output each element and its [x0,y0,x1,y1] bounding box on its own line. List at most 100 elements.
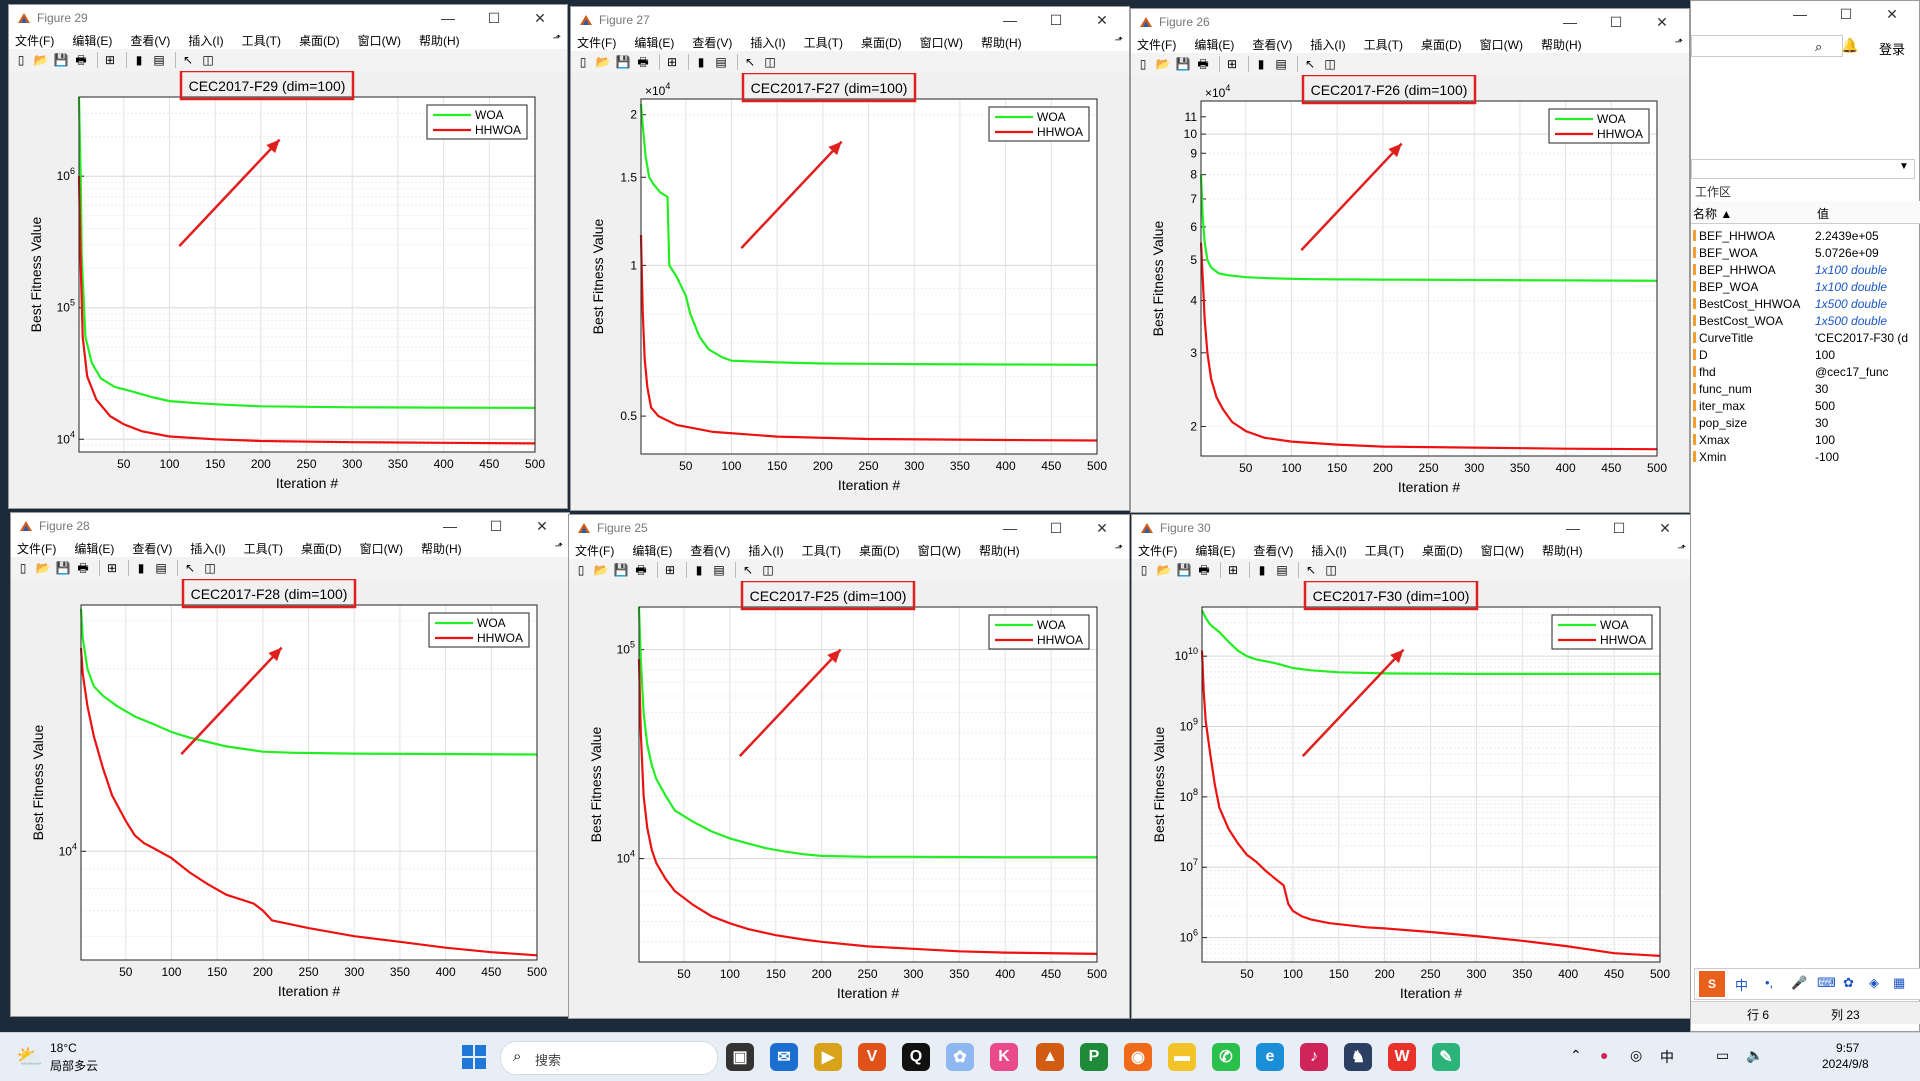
pointer-icon[interactable]: ↖ [744,55,756,69]
minimize-button[interactable]: — [1563,14,1577,30]
close-button[interactable]: ✕ [1096,519,1108,536]
workspace-variable-row[interactable]: CurveTitle 'CEC2017-F30 (d [1691,329,1919,346]
pointer-icon[interactable]: ↖ [742,563,754,577]
workspace-variable-row[interactable]: D 100 [1691,346,1919,363]
link-plot-icon[interactable]: ⊞ [104,53,116,67]
open-file-icon[interactable]: 📂 [35,561,51,575]
menu-item[interactable]: 插入(I) [1311,543,1347,558]
menu-item[interactable]: 编辑(E) [632,543,673,558]
login-link[interactable]: 登录 [1879,42,1906,57]
pycharm-app-icon[interactable]: P [1080,1043,1108,1071]
firefox-app-icon[interactable]: ◉ [1124,1043,1152,1071]
cat-app-icon[interactable]: ♞ [1344,1043,1372,1071]
save-icon[interactable]: 💾 [615,55,631,69]
menu-item[interactable]: 窗口(W) [1480,543,1524,558]
colorbar-icon[interactable]: ▮ [1257,57,1265,71]
open-file-icon[interactable]: 📂 [1155,57,1171,71]
menu-item[interactable]: 编辑(E) [74,541,115,556]
wps-app-icon[interactable]: W [1388,1043,1416,1071]
qq-app-icon[interactable]: Q [902,1043,930,1071]
keyboard-icon[interactable]: ⌨ [1817,975,1836,990]
colorbar-icon[interactable]: ▮ [697,55,705,69]
workspace-variable-row[interactable]: BEP_HHWOA 1x100 double [1691,261,1919,278]
link-plot-icon[interactable]: ⊞ [1226,57,1238,71]
menu-item[interactable]: 帮助(H) [978,543,1020,558]
minimize-button[interactable]: — [1003,12,1017,28]
open-file-icon[interactable]: 📂 [1156,563,1172,577]
new-figure-icon[interactable]: ▯ [19,561,27,575]
minimize-button[interactable]: — [441,10,455,26]
maximize-button[interactable]: ☐ [1609,13,1623,30]
menu-item[interactable]: 编辑(E) [72,33,113,48]
column-header-name[interactable]: 名称 ▲ [1693,207,1733,221]
menu-item[interactable]: 帮助(H) [980,35,1022,50]
menu-item[interactable]: 文件(F) [1138,543,1178,558]
menu-item[interactable]: 桌面(D) [860,35,902,50]
menu-item[interactable]: 工具(T) [241,33,281,48]
k-app-icon[interactable]: K [990,1043,1018,1071]
dock-arrow-icon[interactable]: ⬏ [1674,37,1683,48]
pointer-icon[interactable]: ↖ [1305,563,1317,577]
minimize-button[interactable]: — [1793,6,1807,22]
menu-item[interactable]: 编辑(E) [1194,37,1235,52]
menu-item[interactable]: 工具(T) [801,543,841,558]
workspace-variable-row[interactable]: func_num 30 [1691,380,1919,397]
close-button[interactable]: ✕ [1886,5,1898,22]
menu-item[interactable]: 桌面(D) [298,33,340,48]
menu-item[interactable]: 插入(I) [748,543,784,558]
menu-item[interactable]: 工具(T) [803,35,843,50]
maximize-button[interactable]: ☐ [1049,519,1063,536]
menu-item[interactable]: 帮助(H) [1541,543,1583,558]
print-icon[interactable]: 🖶 [1198,563,1210,577]
menu-item[interactable]: 窗口(W) [919,35,963,50]
print-icon[interactable]: 🖶 [637,55,649,69]
open-file-icon[interactable]: 📂 [593,563,609,577]
save-icon[interactable]: 💾 [613,563,629,577]
pointer-icon[interactable]: ↖ [1304,57,1316,71]
pointer-icon[interactable]: ↖ [184,561,196,575]
maximize-button[interactable]: ☐ [1049,11,1063,28]
microphone-icon[interactable]: 🎤 [1791,975,1808,990]
weather-temp[interactable]: 18°C [50,1041,77,1055]
colorbar-icon[interactable]: ▮ [135,53,143,67]
tray-ime-icon[interactable]: 中 [1660,1049,1674,1065]
close-button[interactable]: ✕ [1659,519,1671,536]
property-editor-icon[interactable]: ◫ [204,561,216,575]
save-icon[interactable]: 💾 [1175,57,1191,71]
dock-arrow-icon[interactable]: ⬏ [1677,543,1686,554]
pinwheel-app-icon[interactable]: ✿ [946,1043,974,1071]
gamepad-icon[interactable]: ◈ [1869,975,1879,990]
colorbar-icon[interactable]: ▮ [137,561,145,575]
menu-item[interactable]: 插入(I) [1310,37,1346,52]
edge-app-icon[interactable]: e [1256,1043,1284,1071]
dock-arrow-icon[interactable]: ⬏ [552,33,561,44]
legend-icon[interactable]: ▤ [1275,57,1287,71]
print-icon[interactable]: 🖶 [75,53,87,67]
workspace-variable-row[interactable]: BestCost_HHWOA 1x500 double [1691,295,1919,312]
maximize-button[interactable]: ☐ [1839,5,1853,22]
property-editor-icon[interactable]: ◫ [762,563,774,577]
vi-app-icon[interactable]: V [858,1043,886,1071]
print-icon[interactable]: 🖶 [1197,57,1209,71]
new-figure-icon[interactable]: ▯ [579,55,587,69]
close-button[interactable]: ✕ [534,9,546,26]
menu-item[interactable]: 插入(I) [750,35,786,50]
property-editor-icon[interactable]: ◫ [1324,57,1336,71]
legend-icon[interactable]: ▤ [155,561,167,575]
menu-item[interactable]: 桌面(D) [300,541,342,556]
dock-arrow-icon[interactable]: ⬏ [1114,543,1123,554]
legend-icon[interactable]: ▤ [713,563,725,577]
tray-app-icon[interactable]: ● [1600,1047,1609,1063]
workspace-variable-row[interactable]: fhd @cec17_func [1691,363,1919,380]
menu-item[interactable]: 工具(T) [1364,543,1404,558]
chevron-down-icon[interactable]: ▼ [1899,161,1909,172]
current-folder-input[interactable] [1691,159,1915,179]
legend-icon[interactable]: ▤ [1276,563,1288,577]
menu-item[interactable]: 窗口(W) [1479,37,1523,52]
menu-item[interactable]: 编辑(E) [1195,543,1236,558]
menu-item[interactable]: 文件(F) [17,541,57,556]
grid-icon[interactable]: ▦ [1893,975,1906,990]
print-icon[interactable]: 🖶 [635,563,647,577]
workspace-variable-row[interactable]: BEF_WOA 5.0726e+09 [1691,244,1919,261]
link-plot-icon[interactable]: ⊞ [666,55,678,69]
